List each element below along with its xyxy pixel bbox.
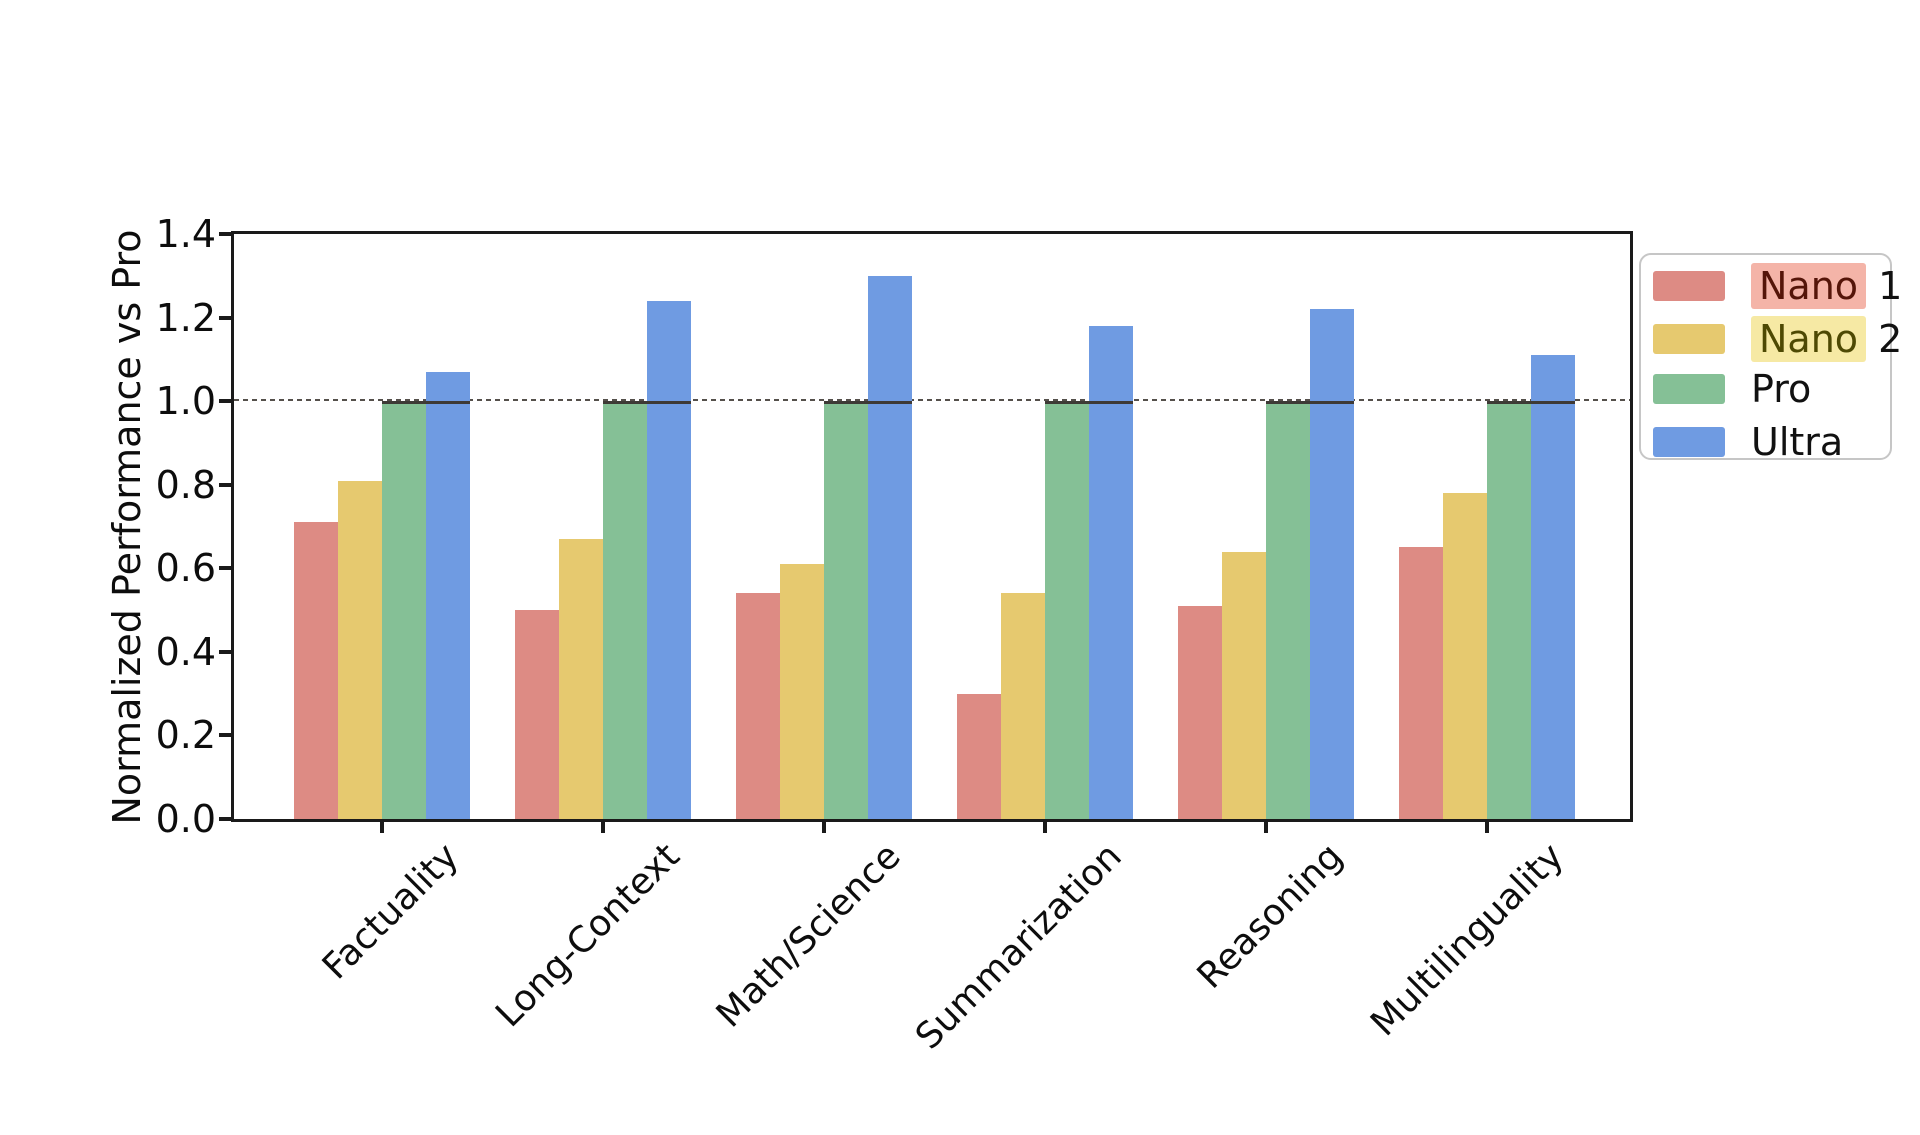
y-tick-mark-0.2 xyxy=(219,733,234,738)
bar-nano1-reasoning xyxy=(1178,605,1222,819)
y-tick-mark-0.4 xyxy=(219,649,234,654)
x-tick-mark-math-science xyxy=(822,819,826,833)
y-tick-label-0.2: 0.2 xyxy=(155,713,216,758)
bar-nano2-factuality xyxy=(338,480,382,819)
legend-label-nano-2: Nano 2 xyxy=(1751,316,1902,362)
plot-canvas xyxy=(234,234,1630,819)
bar-ultra-summarization xyxy=(1089,325,1133,819)
bar-pro-factuality xyxy=(382,401,426,819)
y-tick-label-1.0: 1.0 xyxy=(155,379,216,424)
reference-line-overlay xyxy=(1045,401,1089,405)
legend-label-nano-1: Nano 1 xyxy=(1751,263,1902,309)
y-tick-mark-1.2 xyxy=(219,315,234,320)
y-tick-mark-0.8 xyxy=(219,482,234,487)
bar-ultra-multilinguality xyxy=(1531,355,1575,819)
bar-nano1-multilinguality xyxy=(1399,547,1443,819)
bar-nano1-math-science xyxy=(736,593,780,819)
reference-line-overlay xyxy=(824,401,868,405)
legend-label-ultra: Ultra xyxy=(1751,420,1844,464)
y-tick-mark-0.6 xyxy=(219,566,234,571)
bar-nano2-reasoning xyxy=(1222,551,1266,819)
bar-nano2-math-science xyxy=(780,564,824,819)
reference-line-overlay xyxy=(1089,401,1133,405)
reference-line-overlay xyxy=(1266,401,1310,405)
bar-ultra-math-science xyxy=(868,275,912,819)
legend-swatch-nano-2 xyxy=(1653,324,1725,354)
reference-line-overlay xyxy=(647,401,691,405)
x-tick-mark-factuality xyxy=(380,819,384,833)
legend: Nano 1 Nano 2 Pro Ultra xyxy=(1639,253,1902,464)
reference-line-overlay xyxy=(382,401,426,405)
reference-line-overlay xyxy=(1310,401,1354,405)
bar-nano1-factuality xyxy=(294,522,338,819)
y-tick-label-0.0: 0.0 xyxy=(155,797,216,841)
x-tick-mark-reasoning xyxy=(1264,819,1268,833)
x-tick-mark-multilinguality xyxy=(1485,819,1489,833)
bar-nano2-multilinguality xyxy=(1443,493,1487,819)
bar-nano2-long-context xyxy=(559,539,603,819)
bar-nano2-summarization xyxy=(1001,593,1045,819)
bar-ultra-factuality xyxy=(426,371,470,819)
y-tick-label-1.2: 1.2 xyxy=(155,295,216,340)
reference-line-overlay xyxy=(868,401,912,405)
bar-pro-reasoning xyxy=(1266,401,1310,819)
bar-chart-figure: Normalized Performance vs Pro 0.0 0.2 0.4 0… xyxy=(105,212,1903,1058)
reference-line-overlay xyxy=(426,401,470,405)
legend-swatch-nano-1 xyxy=(1653,271,1725,301)
bar-pro-math-science xyxy=(824,401,868,819)
legend-swatch-pro xyxy=(1653,374,1725,404)
bar-nano1-summarization xyxy=(957,693,1001,819)
plot-area xyxy=(231,231,1633,822)
reference-line-overlay xyxy=(1531,401,1575,405)
x-tick-mark-long-context xyxy=(601,819,605,833)
legend-label-pro: Pro xyxy=(1751,367,1812,411)
x-tick-mark-summarization xyxy=(1043,819,1047,833)
legend-highlighted-word: Nano xyxy=(1751,316,1867,362)
bar-pro-summarization xyxy=(1045,401,1089,819)
y-tick-mark-1.0 xyxy=(219,399,234,404)
bar-pro-long-context xyxy=(603,401,647,819)
y-tick-label-0.4: 0.4 xyxy=(155,629,216,674)
legend-highlighted-word: Nano xyxy=(1751,263,1867,309)
y-tick-label-0.6: 0.6 xyxy=(155,546,216,591)
reference-line-1.0 xyxy=(234,399,1630,402)
legend-swatch-ultra xyxy=(1653,427,1725,457)
bar-nano1-long-context xyxy=(515,610,559,819)
y-tick-mark-1.4 xyxy=(219,232,234,236)
y-tick-mark-0.0 xyxy=(219,817,234,821)
y-axis-label: Normalized Performance vs Pro xyxy=(105,229,149,825)
bar-pro-multilinguality xyxy=(1487,401,1531,819)
reference-line-overlay xyxy=(1487,401,1531,405)
bar-ultra-reasoning xyxy=(1310,309,1354,819)
reference-line-overlay xyxy=(603,401,647,405)
bar-ultra-long-context xyxy=(647,300,691,819)
y-tick-label-0.8: 0.8 xyxy=(155,462,216,507)
y-tick-label-1.4: 1.4 xyxy=(155,212,216,256)
